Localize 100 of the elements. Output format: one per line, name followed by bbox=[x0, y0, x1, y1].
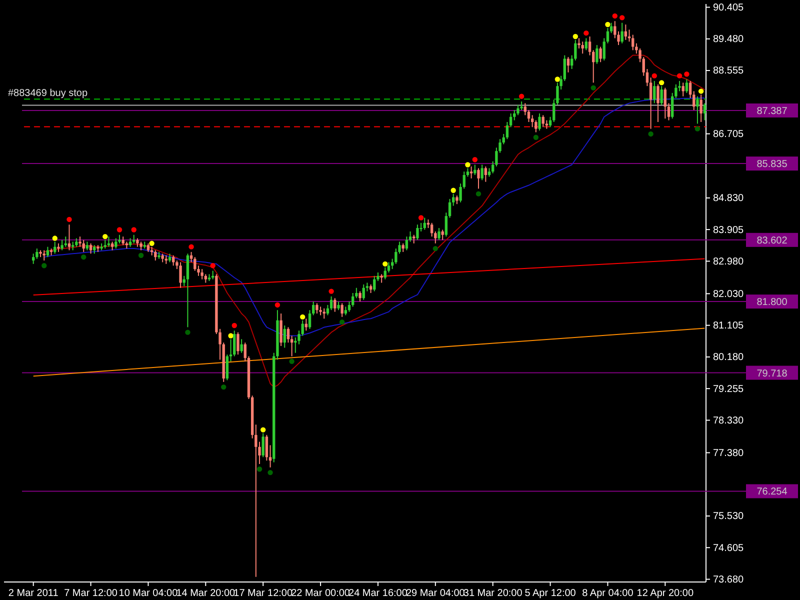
candlestick bbox=[470, 166, 473, 179]
candlestick bbox=[54, 241, 56, 254]
candlestick bbox=[286, 326, 290, 344]
point bbox=[221, 384, 226, 390]
point bbox=[66, 216, 72, 222]
candlestick bbox=[68, 224, 71, 251]
point bbox=[648, 131, 654, 137]
x-tick-label: 8 Apr 04:00 bbox=[582, 588, 634, 600]
point bbox=[42, 263, 47, 268]
y-tick-label: 88.555 bbox=[713, 66, 744, 77]
candlestick bbox=[265, 434, 268, 462]
candlestick bbox=[82, 239, 85, 252]
x-tick-label: 14 Mar 20:00 bbox=[176, 588, 236, 600]
candlestick bbox=[430, 222, 434, 238]
y-tick-label: 90.405 bbox=[713, 2, 744, 14]
y-tick-label: 77.380 bbox=[713, 448, 744, 459]
candlestick bbox=[373, 275, 376, 292]
candlestick bbox=[340, 302, 344, 318]
y-tick-label: 74.605 bbox=[713, 542, 744, 554]
candlestick bbox=[334, 298, 336, 312]
point bbox=[518, 94, 524, 99]
candlestick bbox=[283, 324, 286, 348]
point bbox=[533, 134, 539, 140]
point bbox=[619, 15, 625, 20]
ref-line-label: 87.387 bbox=[756, 106, 788, 117]
point bbox=[138, 252, 144, 258]
point bbox=[584, 30, 589, 36]
candlestick bbox=[330, 296, 333, 311]
point bbox=[116, 227, 122, 232]
x-tick-label: 24 Mar 16:00 bbox=[348, 588, 408, 600]
candlestick bbox=[226, 354, 229, 381]
candlestick bbox=[326, 304, 330, 316]
candlestick bbox=[89, 242, 92, 254]
point bbox=[268, 470, 273, 476]
candlestick bbox=[441, 229, 444, 240]
candlestick bbox=[240, 338, 243, 354]
point bbox=[260, 427, 266, 432]
point bbox=[605, 22, 610, 28]
point bbox=[131, 227, 136, 232]
candlestick bbox=[114, 238, 118, 250]
point bbox=[274, 302, 280, 308]
candlestick bbox=[438, 228, 440, 240]
candlestick bbox=[649, 77, 652, 130]
x-tick-label: 29 Mar 04:00 bbox=[406, 588, 466, 600]
candlestick bbox=[696, 96, 699, 124]
candlestick bbox=[262, 432, 264, 458]
ref-line-label: 79.718 bbox=[756, 368, 788, 380]
point bbox=[228, 333, 234, 338]
x-tick-label: 7 Mar 12:00 bbox=[64, 588, 118, 600]
candlestick bbox=[664, 87, 667, 120]
candlestick bbox=[448, 198, 452, 218]
point bbox=[188, 244, 194, 250]
point bbox=[81, 254, 86, 260]
candlestick bbox=[624, 24, 628, 40]
point bbox=[684, 72, 690, 77]
x-tick-label: 17 Mar 12:00 bbox=[234, 588, 293, 600]
candlestick bbox=[444, 212, 448, 238]
candlestick bbox=[474, 164, 476, 176]
ref-line-label: #883469 buy stop bbox=[8, 88, 88, 100]
y-tick-label: 82.030 bbox=[713, 288, 744, 300]
candlestick bbox=[280, 313, 282, 347]
candlestick bbox=[423, 217, 426, 230]
point bbox=[289, 358, 294, 364]
candlestick bbox=[660, 86, 663, 106]
candlestick bbox=[653, 80, 656, 104]
candlestick bbox=[581, 41, 584, 54]
point bbox=[676, 73, 682, 78]
candlestick bbox=[620, 22, 624, 44]
candlestick bbox=[530, 114, 534, 128]
candlestick bbox=[42, 250, 46, 262]
candlestick bbox=[46, 246, 50, 258]
y-tick-label: 78.330 bbox=[713, 415, 744, 426]
point bbox=[450, 188, 456, 193]
candlestick bbox=[200, 268, 204, 280]
candlestick bbox=[186, 253, 190, 328]
candlestick bbox=[506, 121, 509, 140]
candlestick bbox=[362, 284, 365, 300]
point bbox=[418, 215, 424, 220]
candlestick bbox=[358, 290, 362, 302]
x-tick-label: 2 Mar 2011 bbox=[8, 588, 59, 600]
point bbox=[52, 236, 58, 241]
candlestick bbox=[667, 102, 670, 121]
point bbox=[476, 191, 482, 196]
point bbox=[554, 76, 560, 82]
candlestick bbox=[596, 44, 598, 64]
point bbox=[472, 157, 478, 162]
candlestick bbox=[316, 302, 318, 314]
ref-line-label: 85.835 bbox=[756, 159, 788, 170]
point bbox=[382, 261, 388, 267]
candlestick bbox=[685, 78, 688, 94]
y-tick-label: 89.480 bbox=[713, 34, 744, 46]
point bbox=[694, 126, 700, 132]
x-tick-label: 5 Apr 12:00 bbox=[524, 588, 576, 600]
point bbox=[185, 330, 190, 335]
point bbox=[300, 314, 306, 320]
point bbox=[590, 85, 596, 90]
candlestick bbox=[172, 254, 175, 266]
candlestick bbox=[703, 102, 706, 121]
ref-line-label: 76.254 bbox=[756, 486, 788, 498]
candlestick bbox=[477, 168, 480, 190]
